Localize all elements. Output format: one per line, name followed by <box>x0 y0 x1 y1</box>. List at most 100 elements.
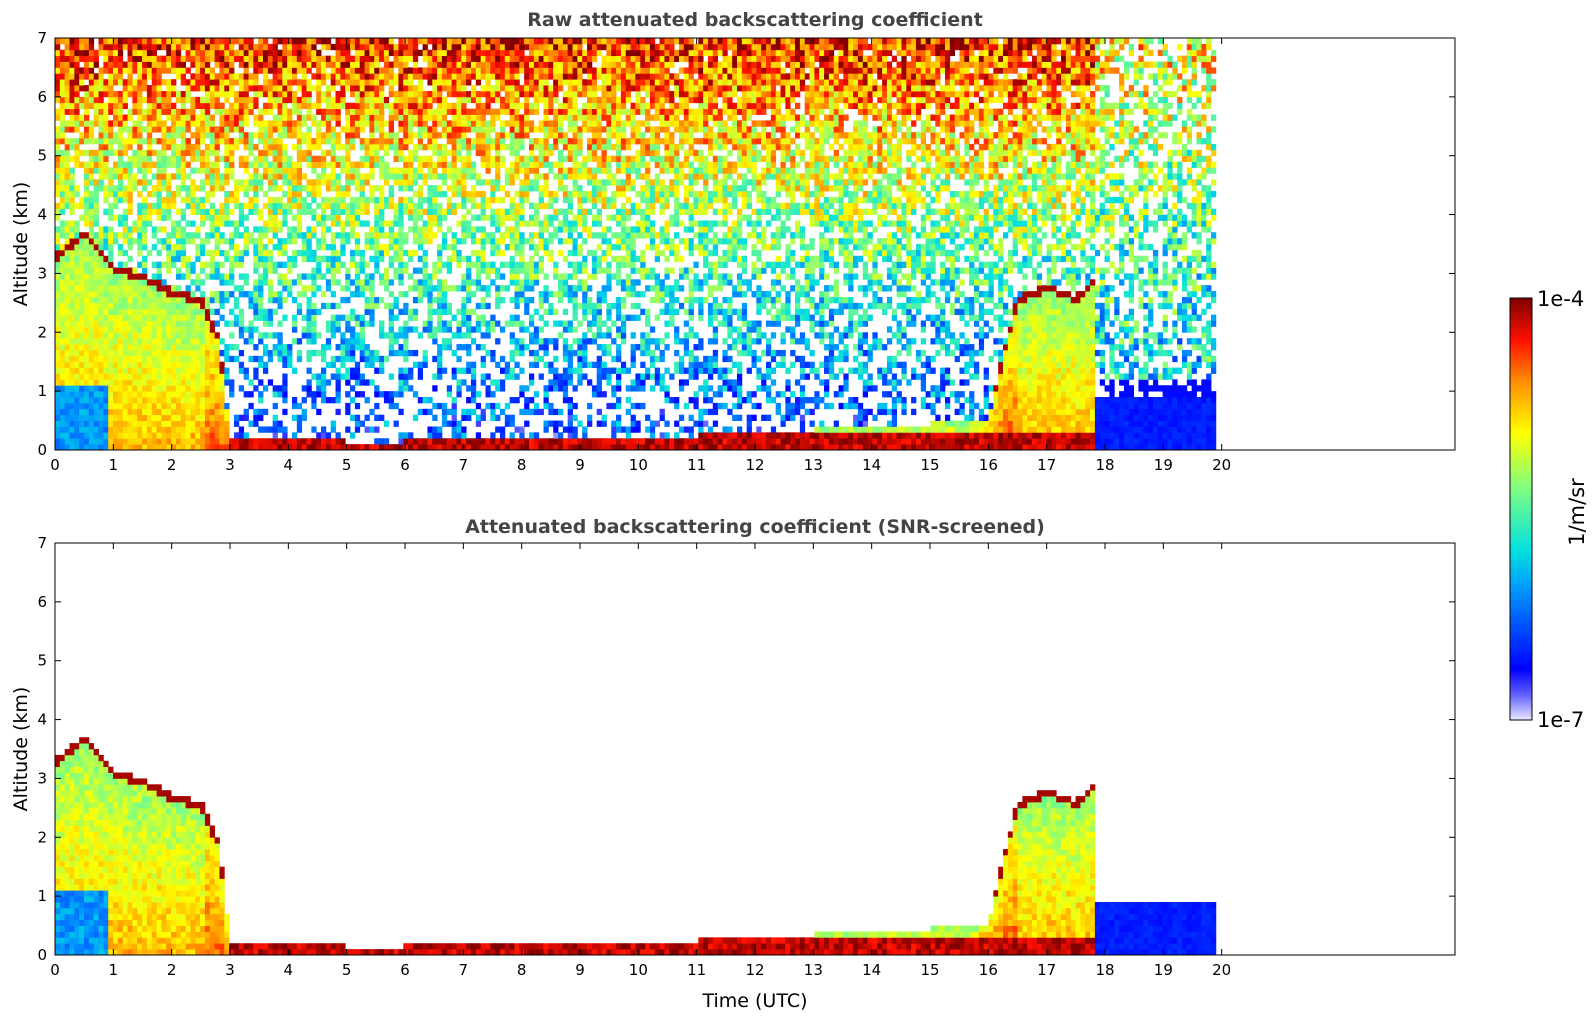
heatmap-cell <box>233 320 240 327</box>
heatmap-cell <box>88 338 95 345</box>
heatmap-cell <box>146 202 153 210</box>
heatmap-cell <box>204 143 211 151</box>
heatmap-cell <box>480 191 486 198</box>
heatmap-cell <box>161 338 167 345</box>
heatmap-cell <box>156 326 162 333</box>
heatmap-cell <box>229 90 235 98</box>
heatmap-cell <box>137 361 143 368</box>
heatmap-cell <box>166 102 172 110</box>
heatmap-cell <box>98 67 104 74</box>
heatmap-cell <box>282 296 288 304</box>
heatmap-cell <box>475 414 482 421</box>
heatmap-cell <box>146 326 153 333</box>
heatmap-cell <box>214 143 220 151</box>
heatmap-cell <box>122 38 128 45</box>
heatmap-cell <box>466 444 472 450</box>
heatmap-cell <box>214 320 220 327</box>
heatmap-cell <box>325 196 332 204</box>
heatmap-cell <box>306 155 312 162</box>
heatmap-cell <box>243 202 249 210</box>
heatmap-cell <box>321 120 327 127</box>
heatmap-cell <box>393 61 399 68</box>
heatmap-cell <box>55 214 61 221</box>
heatmap-cell <box>156 196 162 204</box>
heatmap-cell <box>461 161 467 168</box>
heatmap-cell <box>142 196 148 204</box>
heatmap-cell <box>340 161 346 168</box>
heatmap-cell <box>292 102 298 110</box>
heatmap-cell <box>122 438 128 445</box>
heatmap-cell <box>408 249 414 257</box>
heatmap-cell <box>69 143 75 151</box>
heatmap-cell <box>292 67 298 74</box>
heatmap-cell <box>282 220 288 227</box>
heatmap-cell <box>74 438 80 445</box>
heatmap-cell <box>243 244 249 251</box>
heatmap-cell <box>248 338 254 345</box>
heatmap-cell <box>55 438 61 445</box>
heatmap-cell <box>359 114 365 121</box>
heatmap-cell <box>379 255 385 263</box>
heatmap-cell <box>151 138 157 145</box>
heatmap-cell <box>88 120 95 127</box>
heatmap-cell <box>287 349 293 357</box>
heatmap-cell <box>480 102 486 110</box>
heatmap-cell <box>301 255 307 263</box>
heatmap-cell <box>480 226 486 233</box>
heatmap-cell <box>219 43 225 51</box>
heatmap-cell <box>253 296 259 304</box>
heatmap-cell <box>209 232 216 239</box>
heatmap-cell <box>55 332 61 339</box>
heatmap-cell <box>408 185 414 192</box>
heatmap-cell <box>127 285 133 292</box>
heatmap-cell <box>258 173 264 180</box>
heatmap-cell <box>103 55 109 62</box>
heatmap-cell <box>446 61 453 68</box>
heatmap-cell <box>330 438 336 445</box>
heatmap-cell <box>156 355 162 363</box>
heatmap-cell <box>59 196 66 204</box>
heatmap-cell <box>93 426 99 433</box>
heatmap-cell <box>127 444 133 450</box>
heatmap-cell <box>200 385 206 392</box>
heatmap-cell <box>432 55 438 62</box>
heatmap-cell <box>180 255 186 263</box>
heatmap-cell <box>422 132 428 139</box>
heatmap-cell <box>137 149 143 157</box>
heatmap-cell <box>98 244 104 251</box>
heatmap-cell <box>258 296 264 304</box>
heatmap-cell <box>64 232 70 239</box>
heatmap-cell <box>166 308 172 316</box>
heatmap-cell <box>79 114 85 121</box>
heatmap-cell <box>437 344 443 351</box>
heatmap-cell <box>451 167 457 174</box>
heatmap-cell <box>417 291 423 298</box>
heatmap-cell <box>345 108 351 115</box>
heatmap-cell <box>408 49 414 57</box>
heatmap-cell <box>166 67 172 74</box>
heatmap-cell <box>364 79 370 86</box>
heatmap-cell <box>499 326 506 333</box>
heatmap-cell <box>190 43 196 51</box>
heatmap-cell <box>514 191 520 198</box>
heatmap-cell <box>253 367 259 374</box>
heatmap-cell <box>243 232 249 239</box>
heatmap-cell <box>180 173 186 180</box>
heatmap-cell <box>514 49 520 57</box>
heatmap-cell <box>480 202 486 210</box>
heatmap-cell <box>229 355 235 363</box>
heatmap-cell <box>166 244 172 251</box>
heatmap-cell <box>69 402 75 410</box>
heatmap-cell <box>175 420 182 427</box>
heatmap-cell <box>146 191 153 198</box>
heatmap-cell <box>262 255 269 263</box>
heatmap-cell <box>108 332 114 339</box>
heatmap-cell <box>195 326 201 333</box>
heatmap-cell <box>451 208 457 215</box>
heatmap-cell <box>340 338 346 345</box>
heatmap-cell <box>137 402 143 410</box>
heatmap-cell <box>103 167 109 174</box>
heatmap-cell <box>185 273 191 280</box>
heatmap-cell <box>190 261 196 268</box>
heatmap-cell <box>417 361 423 368</box>
